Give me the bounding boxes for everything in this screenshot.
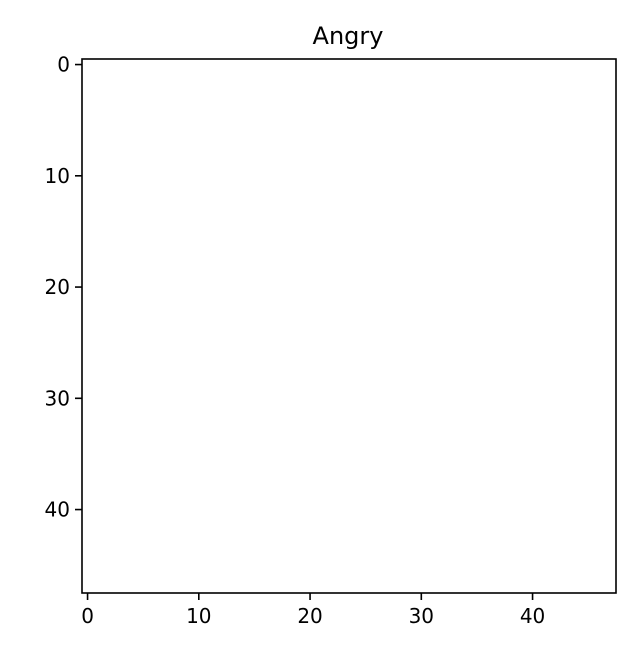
y-tick-label: 40 bbox=[45, 498, 70, 522]
x-tick-label: 40 bbox=[520, 604, 545, 628]
x-axis: 0 10 20 30 40 bbox=[81, 593, 545, 628]
grayscale-face-image bbox=[81, 58, 617, 594]
y-tick-label: 0 bbox=[57, 53, 70, 77]
chart-title: Angry bbox=[313, 22, 384, 50]
x-tick-label: 30 bbox=[409, 604, 434, 628]
x-tick-label: 20 bbox=[297, 604, 322, 628]
y-tick-label: 10 bbox=[45, 164, 70, 188]
x-tick-label: 0 bbox=[81, 604, 94, 628]
y-tick-label: 30 bbox=[45, 386, 70, 410]
y-tick-label: 20 bbox=[45, 275, 70, 299]
x-tick-label: 10 bbox=[186, 604, 211, 628]
y-axis: 0 10 20 30 40 bbox=[45, 53, 82, 522]
axes-frame bbox=[81, 58, 617, 594]
